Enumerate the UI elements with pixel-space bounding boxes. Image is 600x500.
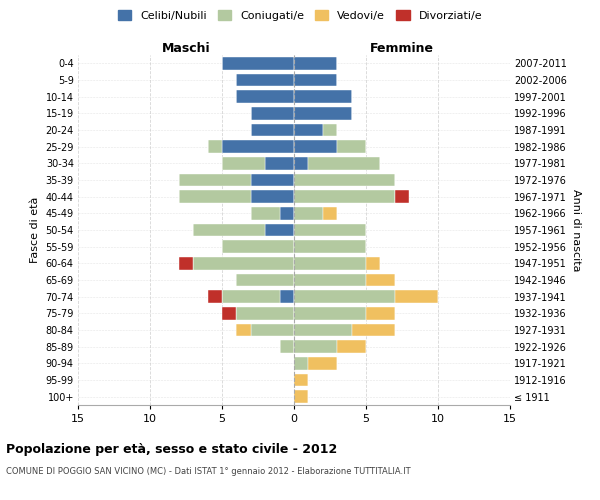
- Bar: [337, 340, 366, 353]
- Bar: [294, 274, 366, 286]
- Text: Popolazione per età, sesso e stato civile - 2012: Popolazione per età, sesso e stato civil…: [6, 442, 337, 456]
- Bar: [236, 74, 294, 86]
- Bar: [308, 157, 380, 170]
- Text: Maschi: Maschi: [161, 42, 211, 55]
- Bar: [251, 174, 294, 186]
- Bar: [294, 124, 323, 136]
- Bar: [179, 174, 251, 186]
- Bar: [294, 240, 366, 253]
- Bar: [294, 157, 308, 170]
- Bar: [236, 90, 294, 103]
- Bar: [251, 207, 280, 220]
- Bar: [280, 340, 294, 353]
- Bar: [251, 107, 294, 120]
- Y-axis label: Anni di nascita: Anni di nascita: [571, 188, 581, 271]
- Bar: [323, 124, 337, 136]
- Bar: [294, 107, 352, 120]
- Bar: [208, 140, 222, 153]
- Bar: [294, 207, 323, 220]
- Bar: [179, 190, 251, 203]
- Text: COMUNE DI POGGIO SAN VICINO (MC) - Dati ISTAT 1° gennaio 2012 - Elaborazione TUT: COMUNE DI POGGIO SAN VICINO (MC) - Dati …: [6, 468, 410, 476]
- Bar: [179, 257, 193, 270]
- Bar: [366, 307, 395, 320]
- Text: Femmine: Femmine: [370, 42, 434, 55]
- Bar: [222, 290, 280, 303]
- Bar: [251, 124, 294, 136]
- Bar: [294, 374, 308, 386]
- Bar: [294, 257, 366, 270]
- Bar: [222, 307, 236, 320]
- Y-axis label: Fasce di età: Fasce di età: [30, 197, 40, 263]
- Bar: [366, 274, 395, 286]
- Bar: [294, 90, 352, 103]
- Bar: [193, 257, 294, 270]
- Bar: [294, 57, 337, 70]
- Bar: [323, 207, 337, 220]
- Bar: [280, 207, 294, 220]
- Bar: [308, 357, 337, 370]
- Bar: [352, 324, 395, 336]
- Bar: [222, 140, 294, 153]
- Bar: [222, 240, 294, 253]
- Bar: [294, 390, 308, 403]
- Bar: [294, 190, 395, 203]
- Bar: [366, 257, 380, 270]
- Legend: Celibi/Nubili, Coniugati/e, Vedovi/e, Divorziati/e: Celibi/Nubili, Coniugati/e, Vedovi/e, Di…: [113, 6, 487, 25]
- Bar: [251, 190, 294, 203]
- Bar: [193, 224, 265, 236]
- Bar: [251, 324, 294, 336]
- Bar: [294, 324, 352, 336]
- Bar: [265, 224, 294, 236]
- Bar: [222, 57, 294, 70]
- Bar: [294, 174, 395, 186]
- Bar: [294, 290, 395, 303]
- Bar: [265, 157, 294, 170]
- Bar: [337, 140, 366, 153]
- Bar: [236, 324, 251, 336]
- Bar: [294, 224, 366, 236]
- Bar: [294, 357, 308, 370]
- Bar: [236, 274, 294, 286]
- Bar: [294, 340, 337, 353]
- Bar: [294, 307, 366, 320]
- Bar: [280, 290, 294, 303]
- Bar: [395, 290, 438, 303]
- Bar: [208, 290, 222, 303]
- Bar: [222, 157, 265, 170]
- Bar: [294, 74, 337, 86]
- Bar: [395, 190, 409, 203]
- Bar: [236, 307, 294, 320]
- Bar: [294, 140, 337, 153]
